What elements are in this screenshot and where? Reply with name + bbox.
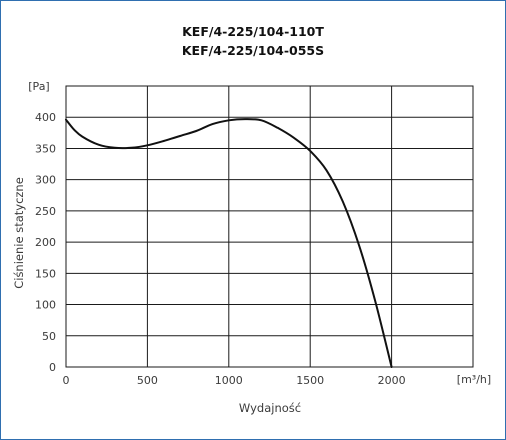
x-unit-label: [m³/h] [457, 373, 491, 386]
x-tick-label: 0 [63, 374, 70, 387]
plot-border [65, 85, 474, 368]
x-tick-label: 500 [137, 374, 158, 387]
y-tick-label: 250 [35, 205, 56, 218]
y-tick-label: 0 [49, 361, 56, 374]
x-tick-label: 1500 [296, 374, 324, 387]
grid [65, 85, 474, 368]
x-tick-label: 2000 [378, 374, 406, 387]
chart-title: KEF/4-225/104-110T [182, 24, 324, 39]
x-axis-title: Wydajność [239, 401, 301, 415]
y-tick-label: 350 [35, 142, 56, 155]
y-tick-label: 150 [35, 267, 56, 280]
y-tick-label: 400 [35, 111, 56, 124]
y-axis-title: Ciśnienie statyczne [12, 177, 26, 289]
y-unit-label: [Pa] [28, 80, 49, 93]
chart-subtitle: KEF/4-225/104-055S [182, 43, 324, 58]
y-tick-label: 100 [35, 299, 56, 312]
fan-curve-line [65, 118, 393, 368]
curve-layer [65, 118, 393, 368]
y-tick-label: 200 [35, 236, 56, 249]
y-tick-label: 50 [42, 330, 56, 343]
x-tick-label: 1000 [215, 374, 243, 387]
y-tick-label: 300 [35, 174, 56, 187]
tick-labels: 0 500 1000 1500 2000 0 50 100 150 200 250 300 350 400 [35, 111, 406, 387]
